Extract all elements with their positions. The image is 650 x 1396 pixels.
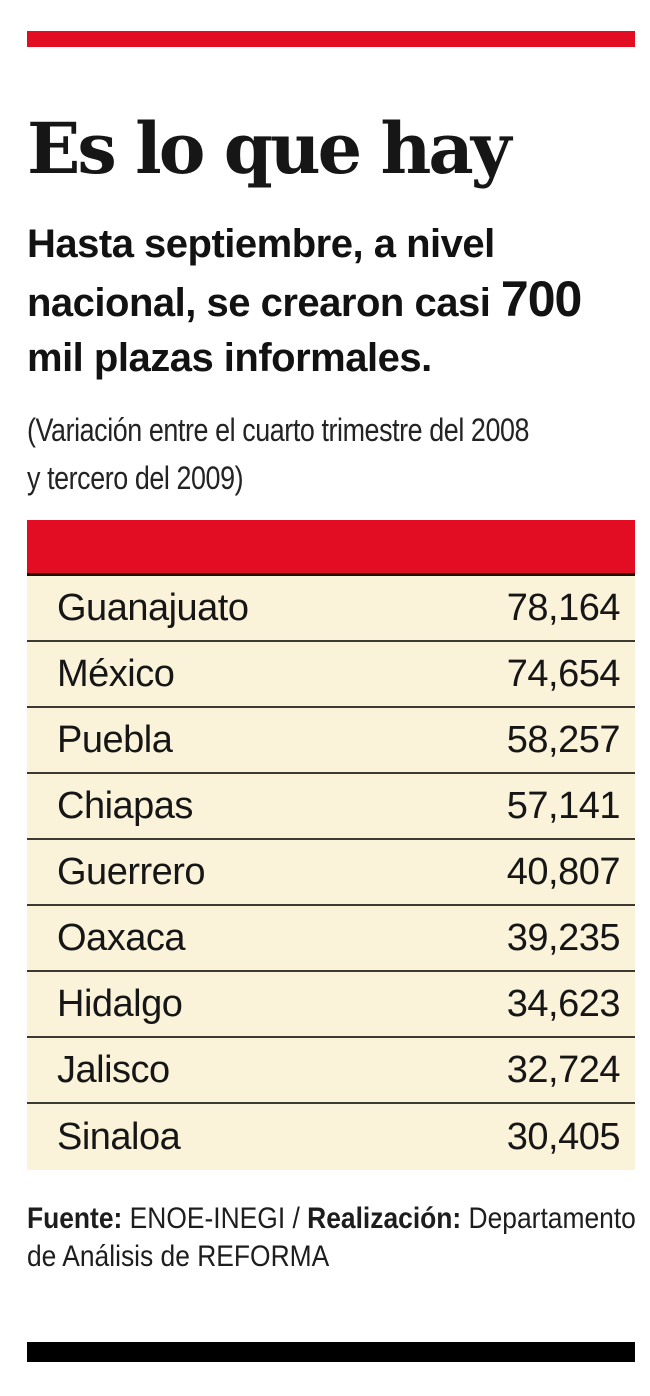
- state-name: Guanajuato: [57, 586, 249, 629]
- table-header-bar: [27, 520, 635, 576]
- source-credit-line-2: de Análisis de REFORMA: [27, 1240, 330, 1273]
- source-credit-line-1: Fuente: ENOE-INEGI / Realización: Depart…: [27, 1200, 636, 1238]
- state-value: 34,623: [506, 982, 621, 1025]
- table-row: Oaxaca 39,235: [27, 906, 635, 972]
- note-line-1: (Variación entre el cuarto trimestre del…: [27, 412, 530, 448]
- bottom-rule-bar: [27, 1342, 635, 1362]
- subtitle-line-3: mil plazas informales.: [27, 336, 432, 380]
- state-name: Sinaloa: [57, 1115, 181, 1158]
- subtitle-line-2-text: nacional, se crearon casi: [27, 281, 501, 325]
- state-name: Guerrero: [57, 850, 206, 893]
- state-value: 39,235: [506, 916, 621, 959]
- table-row: México 74,654: [27, 642, 635, 708]
- source-credit: Fuente: ENOE-INEGI / Realización: Depart…: [27, 1200, 636, 1276]
- table-row: Jalisco 32,724: [27, 1038, 635, 1104]
- chart-subtitle: Hasta septiembre, a nivel nacional, se c…: [27, 217, 635, 386]
- state-name: Hidalgo: [57, 982, 183, 1025]
- chart-note: (Variación entre el cuarto trimestre del…: [27, 406, 635, 502]
- table-row: Puebla 58,257: [27, 708, 635, 774]
- state-value: 74,654: [506, 652, 621, 695]
- state-name: Chiapas: [57, 784, 193, 827]
- subtitle-highlight-number: 700: [500, 271, 582, 327]
- source-label: Fuente:: [27, 1202, 123, 1235]
- credit-label: Realización:: [307, 1202, 462, 1235]
- table-row: Guanajuato 78,164: [27, 576, 635, 642]
- state-value: 57,141: [506, 784, 621, 827]
- state-value: 30,405: [506, 1115, 621, 1158]
- page-title: Es lo que hay: [27, 107, 511, 190]
- state-value: 58,257: [506, 718, 621, 761]
- table-row: Guerrero 40,807: [27, 840, 635, 906]
- table-row: Hidalgo 34,623: [27, 972, 635, 1038]
- state-value: 32,724: [506, 1048, 621, 1091]
- top-accent-bar: [27, 31, 635, 47]
- state-value: 78,164: [506, 586, 621, 629]
- state-name: Jalisco: [57, 1048, 170, 1091]
- state-name: Puebla: [57, 718, 173, 761]
- state-name: México: [57, 652, 175, 695]
- data-table: Guanajuato 78,164 México 74,654 Puebla 5…: [27, 576, 635, 1170]
- credit-text: Departamento: [461, 1202, 636, 1235]
- source-text: ENOE-INEGI /: [122, 1202, 308, 1235]
- table-row: Sinaloa 30,405: [27, 1104, 635, 1170]
- state-name: Oaxaca: [57, 916, 185, 959]
- subtitle-line-1: Hasta septiembre, a nivel: [27, 222, 495, 266]
- note-line-2: y tercero del 2009): [27, 460, 244, 496]
- state-value: 40,807: [506, 850, 621, 893]
- table-row: Chiapas 57,141: [27, 774, 635, 840]
- subtitle-line-2: nacional, se crearon casi 700: [27, 272, 635, 331]
